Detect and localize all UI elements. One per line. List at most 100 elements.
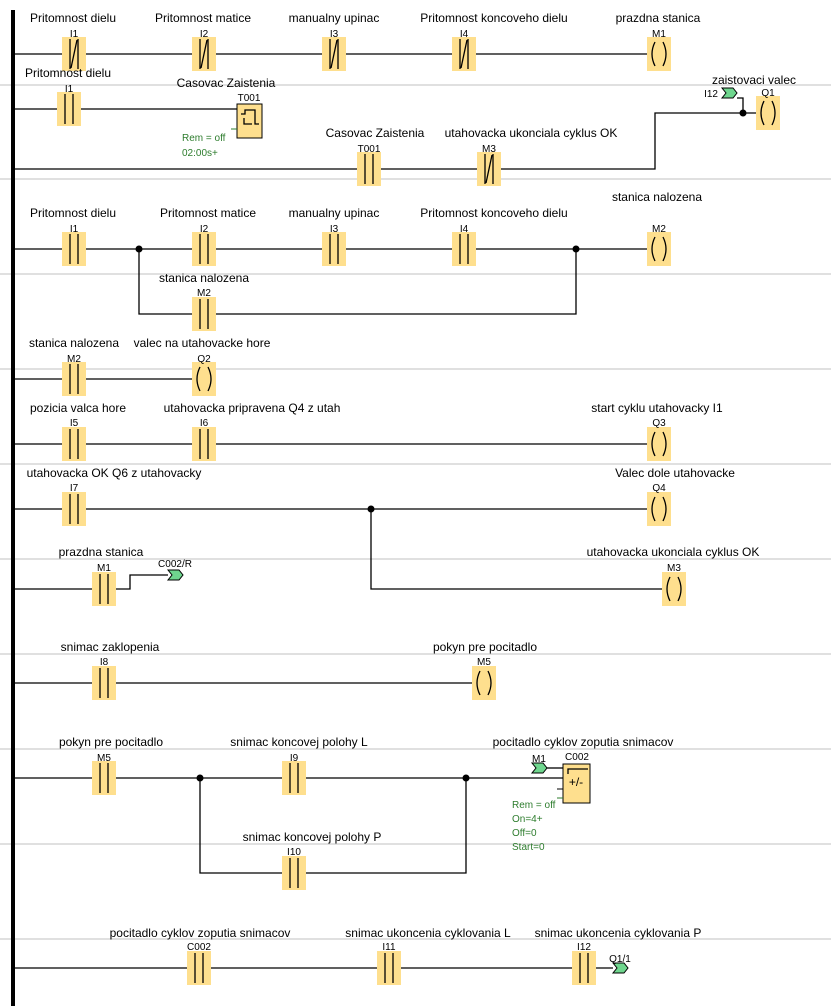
contact-no-i10[interactable]: I10 snimac koncovej polohy P bbox=[243, 830, 382, 890]
element-box bbox=[62, 427, 86, 461]
element-address: I1 bbox=[70, 224, 79, 235]
element-address: M2 bbox=[652, 224, 666, 235]
contact-nc-m3[interactable]: M3 utahovacka ukonciala cyklus OK bbox=[445, 126, 618, 186]
coil-q2[interactable]: Q2 valec na utahovacke hore bbox=[134, 336, 271, 396]
element-address: I5 bbox=[70, 418, 79, 429]
element-address: M5 bbox=[97, 753, 111, 764]
element-box bbox=[647, 232, 671, 266]
junction-dot bbox=[739, 109, 747, 117]
contact-no-i12[interactable]: I12 snimac ukoncenia cyklovania P bbox=[535, 926, 702, 985]
counter-c002[interactable]: +/- C002 pocitadlo cyklov zoputia snimacov… bbox=[493, 735, 674, 853]
element-label: start cyklu utahovacky I1 bbox=[591, 401, 723, 415]
element-address: M2 bbox=[67, 354, 81, 365]
connector-flag-icon bbox=[530, 762, 548, 774]
element-address: I10 bbox=[287, 847, 301, 858]
connector-m1[interactable]: M1 bbox=[530, 754, 548, 774]
contact-no-c002[interactable]: C002 pocitadlo cyklov zoputia snimacov bbox=[110, 926, 291, 985]
element-label: Pritomnost dielu bbox=[25, 66, 111, 80]
contact-no-i6[interactable]: I6 utahovacka pripravena Q4 z utah bbox=[164, 401, 341, 461]
element-address: M3 bbox=[667, 563, 681, 574]
element-label: pozicia valca hore bbox=[30, 401, 126, 415]
contact-no-t001[interactable]: T001 Casovac Zaistenia bbox=[326, 126, 425, 186]
connector-q11[interactable]: Q1/1 bbox=[609, 954, 631, 974]
element-address: I11 bbox=[382, 942, 396, 953]
contact-no-m2[interactable]: M2 stanica nalozena bbox=[159, 271, 249, 331]
coil-m5[interactable]: M5 pokyn pre pocitadlo bbox=[433, 640, 537, 700]
element-box bbox=[357, 152, 381, 186]
element-address: I4 bbox=[460, 29, 469, 40]
edge-icon bbox=[567, 768, 588, 774]
element-label: Pritomnost dielu bbox=[30, 11, 116, 25]
element-label: pokyn pre pocitadlo bbox=[59, 735, 163, 749]
element-address: M3 bbox=[482, 144, 496, 155]
contact-no-m2[interactable]: M2 stanica nalozena bbox=[29, 336, 119, 396]
element-label: snimac koncovej polohy P bbox=[243, 830, 382, 844]
contact-nc-i1[interactable]: I1 Pritomnost dielu bbox=[30, 11, 116, 71]
coil-m1[interactable]: M1 prazdna stanica bbox=[616, 11, 701, 71]
element-label: Pritomnost matice bbox=[155, 11, 251, 25]
element-box bbox=[187, 951, 211, 985]
connector-i12[interactable]: I12 bbox=[704, 87, 738, 100]
contact-nc-slash-icon bbox=[70, 39, 78, 69]
coil-q3[interactable]: Q3 start cyklu utahovacky I1 bbox=[591, 401, 723, 461]
element-address: I1 bbox=[70, 29, 79, 40]
element-box bbox=[57, 92, 81, 126]
element-box bbox=[647, 427, 671, 461]
element-address: I1 bbox=[65, 84, 74, 95]
element-box bbox=[192, 427, 216, 461]
element-box bbox=[192, 297, 216, 331]
element-box bbox=[282, 761, 306, 795]
connector-flag-icon bbox=[720, 87, 738, 99]
on-delay-icon bbox=[241, 109, 259, 125]
contact-no-i7[interactable]: I7 utahovacka OK Q6 z utahovacky bbox=[27, 466, 202, 526]
element-box bbox=[92, 666, 116, 700]
element-label: snimac zaklopenia bbox=[61, 640, 160, 654]
power-rail bbox=[11, 10, 15, 1006]
contact-nc-i3[interactable]: I3 manualny upinac bbox=[289, 11, 380, 71]
contact-no-i2[interactable]: I2 Pritomnost matice bbox=[160, 206, 256, 266]
coil-q4[interactable]: Q4 Valec dole utahovacke bbox=[615, 466, 735, 526]
contact-no-i11[interactable]: I11 snimac ukoncenia cyklovania L bbox=[345, 926, 511, 985]
element-label: Pritomnost koncoveho dielu bbox=[420, 11, 567, 25]
contact-no-i5[interactable]: I5 pozicia valca hore bbox=[30, 401, 126, 461]
contact-no-i8[interactable]: I8 snimac zaklopenia bbox=[61, 640, 160, 700]
block-parameter: 02:00s+ bbox=[182, 148, 218, 159]
connector-label: I12 bbox=[704, 89, 718, 100]
wire bbox=[737, 97, 744, 113]
element-label: snimac koncovej polohy L bbox=[230, 735, 368, 749]
coil-m3[interactable]: M3 utahovacka ukonciala cyklus OK bbox=[587, 545, 760, 606]
element-label: Pritomnost matice bbox=[160, 206, 256, 220]
element-address: M5 bbox=[477, 657, 491, 668]
element-box bbox=[92, 761, 116, 795]
contact-nc-slash-icon bbox=[485, 154, 493, 184]
coil-icon bbox=[476, 670, 492, 696]
connector-c002r[interactable]: C002/R bbox=[158, 559, 192, 581]
element-label: pocitadlo cyklov zoputia snimacov bbox=[110, 926, 291, 940]
contact-nc-i4[interactable]: I4 Pritomnost koncoveho dielu bbox=[420, 11, 568, 71]
contact-no-i4[interactable]: I4 Pritomnost koncoveho dielu bbox=[420, 206, 568, 266]
block-parameter: Rem = off bbox=[182, 133, 226, 144]
wire bbox=[15, 574, 168, 590]
element-box bbox=[192, 362, 216, 396]
contact-no-m1[interactable]: M1 prazdna stanica bbox=[59, 545, 144, 606]
contact-nc-i2[interactable]: I2 Pritomnost matice bbox=[155, 11, 251, 71]
contact-no-m5[interactable]: M5 pokyn pre pocitadlo bbox=[59, 735, 163, 795]
coil-icon bbox=[196, 366, 212, 392]
coil-icon bbox=[651, 236, 667, 262]
coil-icon bbox=[666, 576, 682, 602]
coil-m2[interactable]: M2 stanica nalozena bbox=[612, 190, 702, 266]
element-label: stanica nalozena bbox=[612, 190, 702, 204]
contact-no-i1[interactable]: I1 Pritomnost dielu bbox=[30, 206, 116, 266]
contact-no-i9[interactable]: I9 snimac koncovej polohy L bbox=[230, 735, 368, 795]
contact-no-i3[interactable]: I3 manualny upinac bbox=[289, 206, 380, 266]
timer-t001[interactable]: T001 Casovac Zaistenia Rem = off 02:00s+ bbox=[177, 76, 276, 159]
element-box bbox=[452, 232, 476, 266]
element-address: I2 bbox=[200, 29, 209, 40]
element-address: Q4 bbox=[652, 483, 666, 494]
contact-no-i1[interactable]: I1 Pritomnost dielu bbox=[25, 66, 111, 126]
element-address: M1 bbox=[652, 29, 666, 40]
contact-nc-slash-icon bbox=[200, 39, 208, 69]
elements: I1 Pritomnost dielu I2 Pritomnost matice I3 m… bbox=[25, 11, 796, 985]
